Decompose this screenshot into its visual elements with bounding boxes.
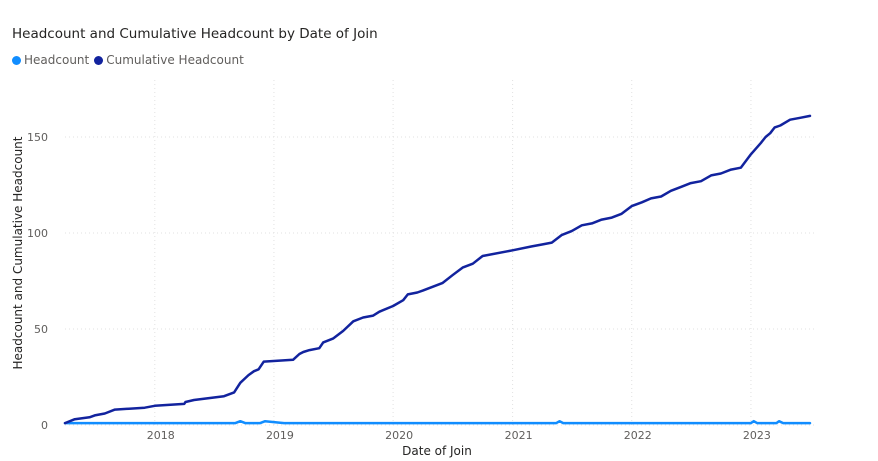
legend-item-headcount[interactable]: Headcount [12,53,89,67]
x-tick-label: 2018 [147,429,175,442]
chart-title: Headcount and Cumulative Headcount by Da… [12,26,378,42]
legend-marker-cumulative-headcount [94,55,104,65]
cumulative-headcount-line[interactable] [63,114,812,425]
y-tick-label: 150 [27,131,48,144]
gridlines [65,80,815,426]
y-axis-title: Headcount and Cumulative Headcount [11,136,25,369]
series-lines [63,114,812,425]
x-tick-label: 2022 [624,429,652,442]
legend-label-headcount: Headcount [24,53,90,67]
y-tick-label: 100 [27,227,48,240]
legend: Headcount Cumulative Headcount [12,53,249,67]
legend-label-cumulative-headcount: Cumulative Headcount [106,53,244,67]
x-tick-label: 2020 [385,429,413,442]
x-axis-ticks: 2018 2019 2020 2021 2022 2023 [147,429,771,442]
x-tick-label: 2019 [266,429,294,442]
x-axis-title: Date of Join [402,444,472,458]
legend-marker-headcount [12,55,21,65]
y-axis-ticks: 0 50 100 150 [27,131,48,432]
x-tick-label: 2021 [505,429,533,442]
y-tick-label: 50 [34,323,48,336]
y-tick-label: 0 [41,419,48,432]
headcount-line[interactable] [63,419,812,425]
legend-item-cumulative-headcount[interactable]: Cumulative Headcount [94,53,244,67]
x-tick-label: 2023 [743,429,771,442]
